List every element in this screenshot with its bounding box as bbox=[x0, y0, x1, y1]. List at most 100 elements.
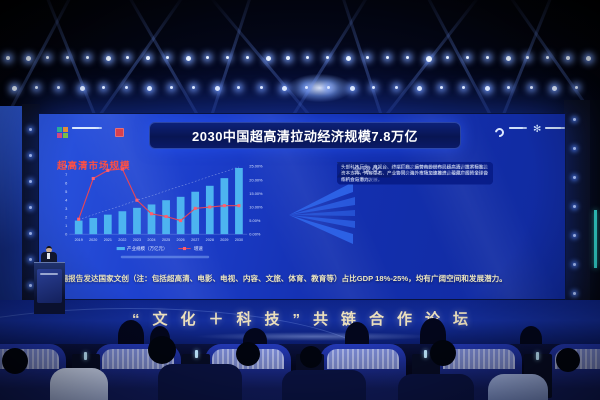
chart-title: 超高清市场规模 bbox=[57, 161, 131, 172]
x-axis-label: 2029 bbox=[220, 238, 228, 242]
bar-2019 bbox=[74, 220, 83, 235]
front-row-chair bbox=[282, 370, 366, 400]
legend-bar-swatch bbox=[116, 247, 125, 251]
stage-light bbox=[346, 56, 351, 61]
line-marker bbox=[164, 214, 168, 219]
stage-light bbox=[86, 56, 89, 59]
chair-lace-cover bbox=[327, 349, 399, 369]
truss-light bbox=[573, 234, 576, 237]
stage-light bbox=[12, 86, 17, 91]
side-screen-left bbox=[0, 106, 22, 306]
audience-head bbox=[300, 346, 322, 368]
stage-light bbox=[266, 56, 271, 61]
slide-footnote: 肯锡报告发达国家文创（注：包括超高清、电影、电视、内容、文旅、体育、教育等）占比… bbox=[53, 274, 507, 283]
stage-light bbox=[349, 86, 355, 91]
podium-logo-line bbox=[40, 273, 58, 275]
audience-silhouette bbox=[520, 326, 542, 346]
line-marker bbox=[135, 198, 139, 202]
x-axis-label: 2027 bbox=[191, 238, 199, 242]
line-marker bbox=[179, 219, 183, 223]
x-axis-label: 2020 bbox=[89, 238, 97, 242]
light-beam bbox=[484, 0, 559, 118]
audience-head bbox=[236, 342, 260, 366]
bar-2027 bbox=[191, 191, 200, 235]
logo-tile bbox=[57, 127, 62, 132]
bar-2028 bbox=[205, 185, 214, 235]
stage-light bbox=[34, 86, 38, 89]
stage-light bbox=[259, 86, 263, 89]
light-beam bbox=[420, 0, 513, 118]
x-axis-label: 2025 bbox=[162, 238, 170, 242]
right-axis-tick: 10.00% bbox=[249, 204, 263, 209]
right-axis-tick: 5.00% bbox=[249, 218, 261, 223]
stage-light bbox=[146, 56, 150, 60]
stage-light bbox=[327, 86, 330, 89]
stage-light bbox=[386, 56, 389, 59]
stage-light bbox=[506, 56, 511, 61]
stage-light bbox=[394, 86, 398, 89]
bar-2030 bbox=[235, 167, 243, 235]
stage-light bbox=[66, 56, 69, 59]
stage-light bbox=[206, 56, 209, 59]
water-bottle bbox=[536, 352, 539, 360]
stage-light bbox=[46, 56, 49, 59]
stage-light bbox=[406, 56, 409, 59]
stage-light bbox=[6, 56, 10, 60]
stage-light bbox=[237, 86, 240, 89]
stage-light bbox=[366, 56, 369, 59]
stage-light bbox=[79, 86, 85, 91]
stage-light bbox=[26, 56, 31, 61]
stage-light bbox=[529, 86, 533, 89]
stage-light bbox=[57, 86, 60, 89]
truss-light bbox=[573, 118, 576, 121]
x-axis-label: 2028 bbox=[206, 238, 214, 242]
stage-light bbox=[282, 86, 287, 91]
truss-light bbox=[29, 128, 32, 131]
podium bbox=[34, 262, 65, 314]
left-axis-tick: 2 bbox=[65, 215, 67, 220]
left-axis-tick: 7 bbox=[65, 172, 67, 177]
stage-light bbox=[372, 86, 375, 89]
stage-light bbox=[574, 86, 578, 89]
stage-light bbox=[226, 56, 229, 59]
line-marker bbox=[222, 204, 226, 208]
chart-block: 超高清市场规模 0 1 2 3 4 5 6 7 8 0.00% 5.00% 10.00% 15.00% 2… bbox=[57, 158, 275, 263]
forum-banner-text: “文化＋科技”共链合作论坛 bbox=[131, 311, 481, 328]
audience-head bbox=[148, 336, 176, 364]
legend-line-marker bbox=[182, 247, 187, 251]
right-axis-tick: 15.00% bbox=[249, 191, 263, 196]
audience-head bbox=[2, 348, 28, 374]
front-row-chair bbox=[398, 374, 474, 400]
stage-light bbox=[326, 56, 329, 59]
left-axis-tick: 3 bbox=[65, 206, 67, 211]
truss-light bbox=[29, 154, 32, 157]
front-row-chair bbox=[158, 364, 242, 400]
audience-head bbox=[556, 348, 580, 372]
trendline bbox=[78, 166, 240, 220]
stage-ceiling bbox=[0, 0, 600, 118]
x-axis-label: 2022 bbox=[118, 238, 126, 242]
truss-light bbox=[573, 205, 576, 208]
bar-2024 bbox=[147, 204, 156, 235]
stage-light bbox=[246, 56, 249, 59]
line-marker bbox=[77, 217, 81, 221]
market-scale-chart: 0123456780.00%5.00%10.00%15.00%20.00%25.… bbox=[65, 164, 263, 259]
stage-light bbox=[466, 56, 469, 59]
left-axis-tick: 1 bbox=[65, 223, 67, 228]
line-marker bbox=[208, 205, 212, 209]
logo-tile bbox=[63, 133, 68, 138]
legend-bar-label: 产业规模（万亿元） bbox=[127, 245, 168, 252]
stage-light bbox=[166, 56, 169, 59]
stage-light bbox=[126, 56, 129, 59]
bar-2020 bbox=[89, 218, 98, 235]
left-axis-tick: 4 bbox=[65, 198, 68, 203]
right-axis-tick: 20.00% bbox=[249, 177, 263, 182]
stage-light bbox=[446, 56, 449, 59]
truss-light bbox=[573, 292, 576, 295]
light-beam bbox=[0, 0, 78, 118]
line-marker bbox=[91, 176, 95, 181]
x-axis-label: 2021 bbox=[104, 238, 112, 242]
stage-light bbox=[304, 86, 308, 89]
stage-light bbox=[439, 86, 443, 89]
audience-silhouette bbox=[118, 320, 144, 346]
